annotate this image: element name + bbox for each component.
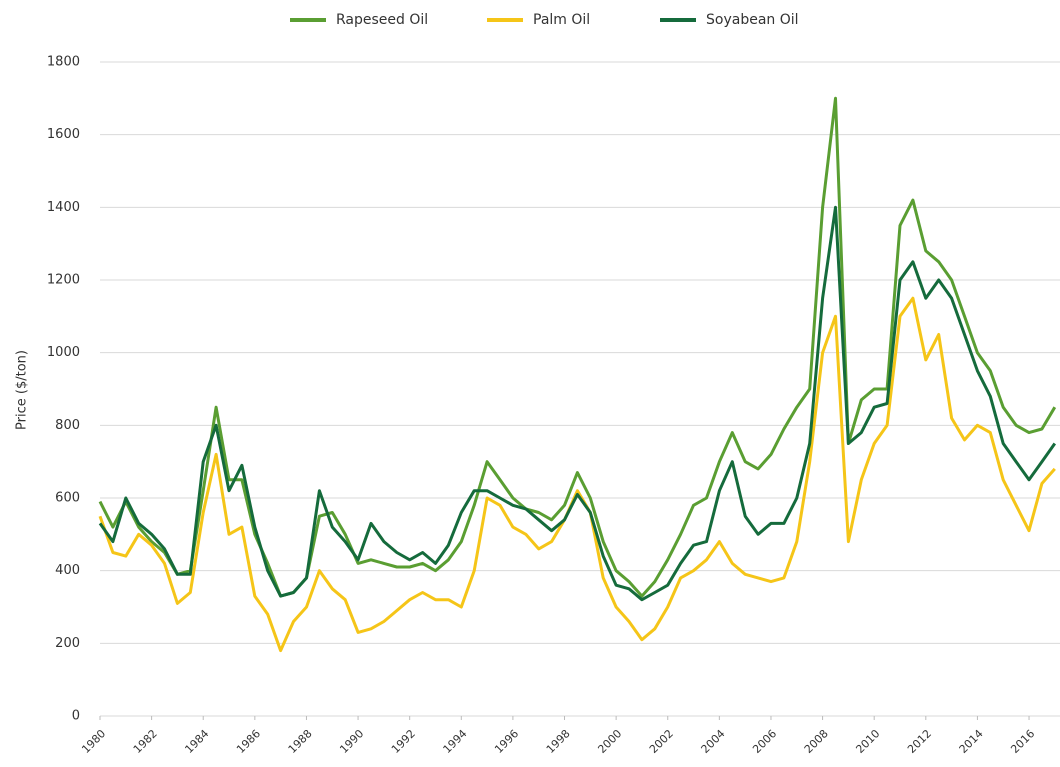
x-tick-label: 2010	[853, 727, 882, 756]
legend-label: Palm Oil	[533, 12, 590, 28]
y-tick-label: 1000	[47, 345, 80, 360]
y-tick-label: 800	[55, 418, 80, 433]
x-tick-label: 1996	[492, 727, 521, 756]
y-tick-label: 600	[55, 491, 80, 506]
x-tick-label: 1986	[234, 727, 263, 756]
x-tick-label: 2004	[699, 727, 728, 756]
x-tick-label: 1980	[79, 727, 108, 756]
y-tick-label: 1400	[47, 200, 80, 215]
x-tick-label: 1982	[131, 727, 160, 756]
x-tick-label: 2002	[647, 727, 676, 756]
x-tick-label: 2012	[905, 727, 934, 756]
x-tick-label: 1988	[286, 727, 315, 756]
y-tick-label: 1800	[47, 55, 80, 70]
x-tick-label: 1992	[389, 727, 418, 756]
x-tick-label: 1994	[441, 727, 470, 756]
y-tick-label: 200	[55, 636, 80, 651]
x-tick-label: 1990	[337, 727, 366, 756]
y-axis-label: Price ($/ton)	[15, 350, 30, 430]
y-tick-label: 400	[55, 563, 80, 578]
x-tick-label: 2014	[957, 727, 986, 756]
x-tick-label: 2016	[1008, 727, 1037, 756]
line-series	[98, 96, 1057, 598]
x-tick-label: 2000	[595, 727, 624, 756]
y-tick-label: 1200	[47, 273, 80, 288]
x-tick-label: 2006	[750, 727, 779, 756]
y-tick-label: 0	[72, 709, 80, 724]
x-tick-label: 1998	[544, 727, 573, 756]
y-tick-label: 1600	[47, 127, 80, 142]
line-series	[98, 296, 1056, 653]
legend-label: Rapeseed Oil	[336, 12, 428, 28]
x-tick-label: 2008	[802, 727, 831, 756]
legend-label: Soyabean Oil	[706, 12, 799, 28]
line-series	[98, 205, 1057, 602]
x-tick-label: 1984	[182, 727, 211, 756]
